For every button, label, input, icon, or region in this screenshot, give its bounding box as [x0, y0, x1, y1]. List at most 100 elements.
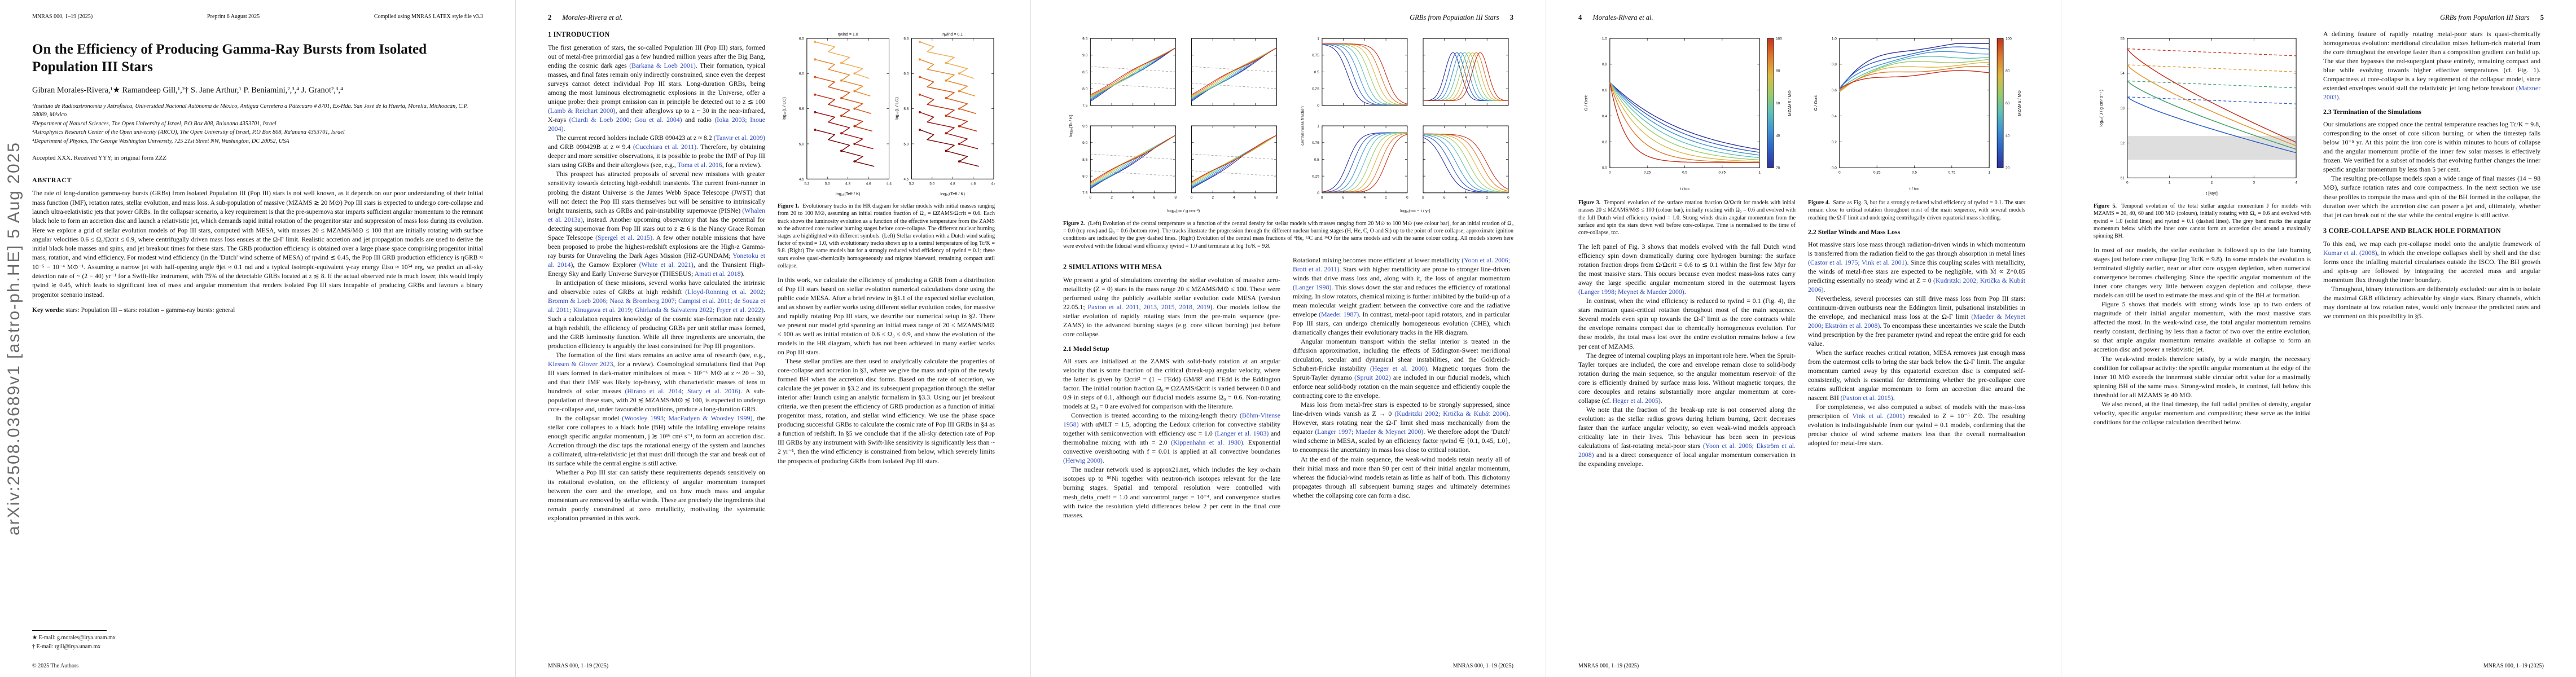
figure-3-caption: Figure 3. Temporal evolution of the surf… [1578, 199, 1796, 236]
two-column-layout: 1 INTRODUCTION The first generation of s… [548, 29, 998, 522]
svg-text:0: 0 [1838, 170, 1841, 174]
citation-link[interactable]: (Langer et al. 1983) [1214, 429, 1269, 438]
citation-link[interactable]: Amati et al. 2018 [694, 269, 741, 278]
figure-1: 5.2 5.0 4.8 4.6 4.4 4.5 5.0 5.5 6.0 6.5 ηwind = 1.… [778, 29, 995, 270]
citation-link[interactable]: (Tanvir et al. 2009) [713, 134, 765, 142]
keywords-text: stars: Population III – stars: rotation … [65, 307, 235, 314]
journal-footer: MNRAS 000, 1–19 (2025) [2483, 663, 2544, 669]
citation-link[interactable]: (Herwig 2000) [1063, 456, 1103, 465]
svg-text:log₁₀(Teff / K): log₁₀(Teff / K) [836, 191, 861, 196]
figure-caption-text: Temporal evolution of the surface rotati… [1578, 200, 1796, 236]
citation-link[interactable]: (Cucchiara et al. 2011) [633, 143, 697, 151]
svg-text:t [Myr]: t [Myr] [2206, 191, 2218, 196]
paragraph: Rotational mixing becomes more efficient… [1293, 256, 1510, 337]
page-number: 5 [2540, 14, 2544, 21]
paragraph: The nuclear network used is approx21.net… [1063, 465, 1280, 519]
svg-text:5.0: 5.0 [799, 142, 804, 146]
citation-link[interactable]: (White et al. 2021) [639, 260, 694, 269]
two-column-layout: 0 0.25 0.5 0.75 1 0.0 0.2 0.4 0.6 0.8 1.0 20 40 60 80 1… [1578, 29, 2029, 468]
svg-text:0.6: 0.6 [1832, 89, 1837, 93]
citation-link[interactable]: (Woosley 1993; MacFadyen & Woosley 1999) [622, 414, 753, 423]
affiliation: ²Department of Natural Sciences, The Ope… [32, 120, 277, 127]
citation-link[interactable]: Klessen & Glover 2023 [548, 360, 613, 368]
figure-2: 7.5 8.0 8.5 9.0 9.5 0 2 4 6 8 7.5 8.0 8.5 9.0 9.5 0 2 4 6 8… [1063, 29, 1513, 250]
citation-link[interactable]: (Kudritzki 2002; Krtička & Kubát 2006) [1808, 276, 2025, 293]
figure-4-plot: 0 0.25 0.5 0.75 1 0.0 0.2 0.4 0.6 0.8 1.0 20 40 60 80 1… [1808, 29, 2025, 196]
figure-3-plot: 0 0.25 0.5 0.75 1 0.0 0.2 0.4 0.6 0.8 1.0 20 40 60 80 1… [1578, 29, 1796, 196]
svg-text:5.2: 5.2 [804, 182, 809, 186]
svg-text:40: 40 [2005, 134, 2010, 138]
citation-link[interactable]: (Ciardi & Loeb 2000; Gou et al. 2004) [569, 116, 682, 124]
svg-text:8: 8 [1174, 196, 1177, 200]
citation-link[interactable]: Heger et al. 2005 [1612, 396, 1658, 405]
citation-link[interactable]: (Paxton et al. 2015) [1840, 394, 1893, 402]
citation-link[interactable]: (Lloyd-Ronning et al. 2002; Bromm & Loeb… [548, 287, 765, 314]
citation-link[interactable]: (Böhm-Vitense 1958) [1063, 411, 1280, 429]
svg-text:0: 0 [1317, 191, 1319, 195]
citation-link[interactable]: Yonetoku et al. 2014 [548, 251, 765, 269]
citation-link[interactable]: Toma et al. 2016 [677, 161, 722, 169]
svg-text:6: 6 [1342, 196, 1345, 200]
citation-link[interactable]: (Spergel et al. 2015) [595, 233, 653, 241]
paragraph: Throughout, binary interactions are deli… [2323, 284, 2540, 320]
citation-link[interactable]: (Maeder & Meynet 2000; Ekström et al. 20… [1808, 313, 2025, 330]
citation-link[interactable]: (Matzner 2003) [2323, 84, 2540, 102]
citation-link[interactable]: (Whalen et al. 2013a) [548, 206, 765, 223]
svg-text:0.6: 0.6 [1602, 89, 1607, 93]
citation-link[interactable]: (Langer 1997; Maeder & Meynet 2000) [1315, 428, 1424, 436]
citation-link[interactable]: (Langer 1998) [1293, 283, 1332, 291]
figure-5-plot: 0 1 2 3 4 51 52 53 54 55 t [Myr] log₁₀( J / g cm² s… [2094, 29, 2311, 200]
citation-link[interactable]: (Maeder 1987) [1319, 310, 1359, 319]
running-header: 2 Morales-Rivera et al. [548, 14, 998, 22]
svg-text:log₁₀(Tc / K): log₁₀(Tc / K) [1068, 115, 1073, 137]
paragraph: Mass loss from metal-free stars is expec… [1293, 401, 1510, 454]
citation-link[interactable]: Kumar et al. (2008) [2323, 248, 2377, 257]
running-header: 4 Morales-Rivera et al. [1578, 14, 2029, 22]
citation-link[interactable]: Paxton et al. 2011, 2013, 2015, 2018, 20… [1087, 302, 1210, 311]
citation-link[interactable]: (Barkana & Loeb 2001) [629, 61, 696, 70]
svg-text:0.5: 0.5 [1314, 71, 1319, 74]
citation-link[interactable]: (Yoon et al. 2006; Ekström et al. 2008) [1578, 441, 1796, 459]
svg-text:4.8: 4.8 [950, 182, 955, 186]
paragraph: The resulting pre-collapse models span a… [2323, 174, 2540, 219]
citation-link[interactable]: (Kippenhahn et al. 1980) [1170, 438, 1243, 447]
citation-link[interactable]: Vink et al. (2001) [1852, 412, 1905, 420]
svg-text:log₁₀(L / L⊙): log₁₀(L / L⊙) [782, 97, 787, 121]
citation-link[interactable]: (Kudritzki 2002; Krtička & Kubát 2006) [1394, 410, 1509, 418]
footnote-email: ★ E-mail: g.morales@irya.unam.mx [32, 635, 116, 641]
figure-5-caption: Figure 5. Temporal evolution of the tota… [2094, 203, 2311, 240]
svg-text:60: 60 [2005, 102, 2010, 105]
svg-text:3: 3 [2253, 181, 2255, 184]
citation-link[interactable]: (Hirano et al. 2014; Stacy et al. 2016) [625, 387, 740, 395]
citation-link[interactable]: (Ioka 2003; Inoue 2004) [548, 116, 765, 133]
title-block: On the Efficiency of Producing Gamma-Ray… [32, 41, 483, 320]
citation-link[interactable]: (Yoon et al. 2006; Brott et al. 2011) [1293, 256, 1510, 273]
paragraph: At the end of the main sequence, the wea… [1293, 455, 1510, 499]
text-column-left: 0 0.25 0.5 0.75 1 0.0 0.2 0.4 0.6 0.8 1.0 20 40 60 80 1… [1578, 29, 1796, 468]
citation-link[interactable]: (Spruit 2002) [1354, 373, 1391, 382]
paragraph: Hot massive stars lose mass through radi… [1808, 240, 2025, 293]
citation-link[interactable]: (Langer 1998; Meynet & Maeder 2000) [1578, 288, 1684, 296]
citation-link[interactable]: (Heger et al. 2000) [1370, 364, 1427, 373]
figure-label: Figure 3. [1578, 200, 1601, 206]
paragraph: These stellar profiles are then used to … [778, 357, 995, 465]
figure-label: Figure 4. [1808, 200, 1830, 206]
paragraph: The left panel of Fig. 3 shows that mode… [1578, 243, 1796, 296]
citation-link[interactable]: (Castor et al. 1975; Vink et al. 2001) [1808, 258, 1907, 266]
svg-text:4.5: 4.5 [903, 178, 909, 182]
arxiv-stamp: arXiv:2508.03689v1 [astro-ph.HE] 5 Aug 2… [5, 141, 23, 536]
subsection-heading: 2.1 Model Setup [1063, 345, 1109, 353]
svg-text:4: 4 [1233, 196, 1235, 200]
affiliation: ¹Instituto de Radioastronomía y Astrofís… [32, 103, 468, 118]
svg-text:0: 0 [1406, 196, 1408, 200]
svg-text:9.0: 9.0 [1082, 54, 1087, 58]
svg-text:5.0: 5.0 [929, 182, 934, 186]
svg-text:60: 60 [1776, 102, 1780, 105]
running-header: GRBs from Population III Stars 3 [1063, 14, 1513, 22]
running-title: GRBs from Population III Stars [1410, 14, 1499, 21]
citation-link[interactable]: (Lamb & Reichart 2000) [548, 107, 616, 115]
preprint-date: Preprint 6 August 2025 [207, 14, 260, 20]
text-column-right: Rotational mixing becomes more efficient… [1293, 256, 1510, 520]
text-column-left: 1 INTRODUCTION The first generation of s… [548, 29, 765, 522]
svg-text:80: 80 [2005, 69, 2010, 73]
